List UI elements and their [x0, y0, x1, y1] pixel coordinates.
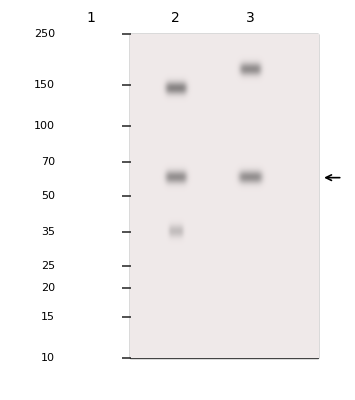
Bar: [130, 34, 318, 358]
Text: 10: 10: [41, 353, 55, 363]
Text: 35: 35: [41, 227, 55, 237]
Text: 100: 100: [34, 121, 55, 131]
Text: 20: 20: [41, 283, 55, 293]
Text: 70: 70: [41, 157, 55, 167]
Text: 15: 15: [41, 312, 55, 322]
Text: 1: 1: [86, 11, 95, 25]
Text: 3: 3: [246, 11, 255, 25]
Text: 150: 150: [34, 80, 55, 90]
Text: 2: 2: [171, 11, 180, 25]
Text: 25: 25: [41, 261, 55, 271]
Text: 50: 50: [41, 191, 55, 201]
Text: 250: 250: [34, 29, 55, 39]
